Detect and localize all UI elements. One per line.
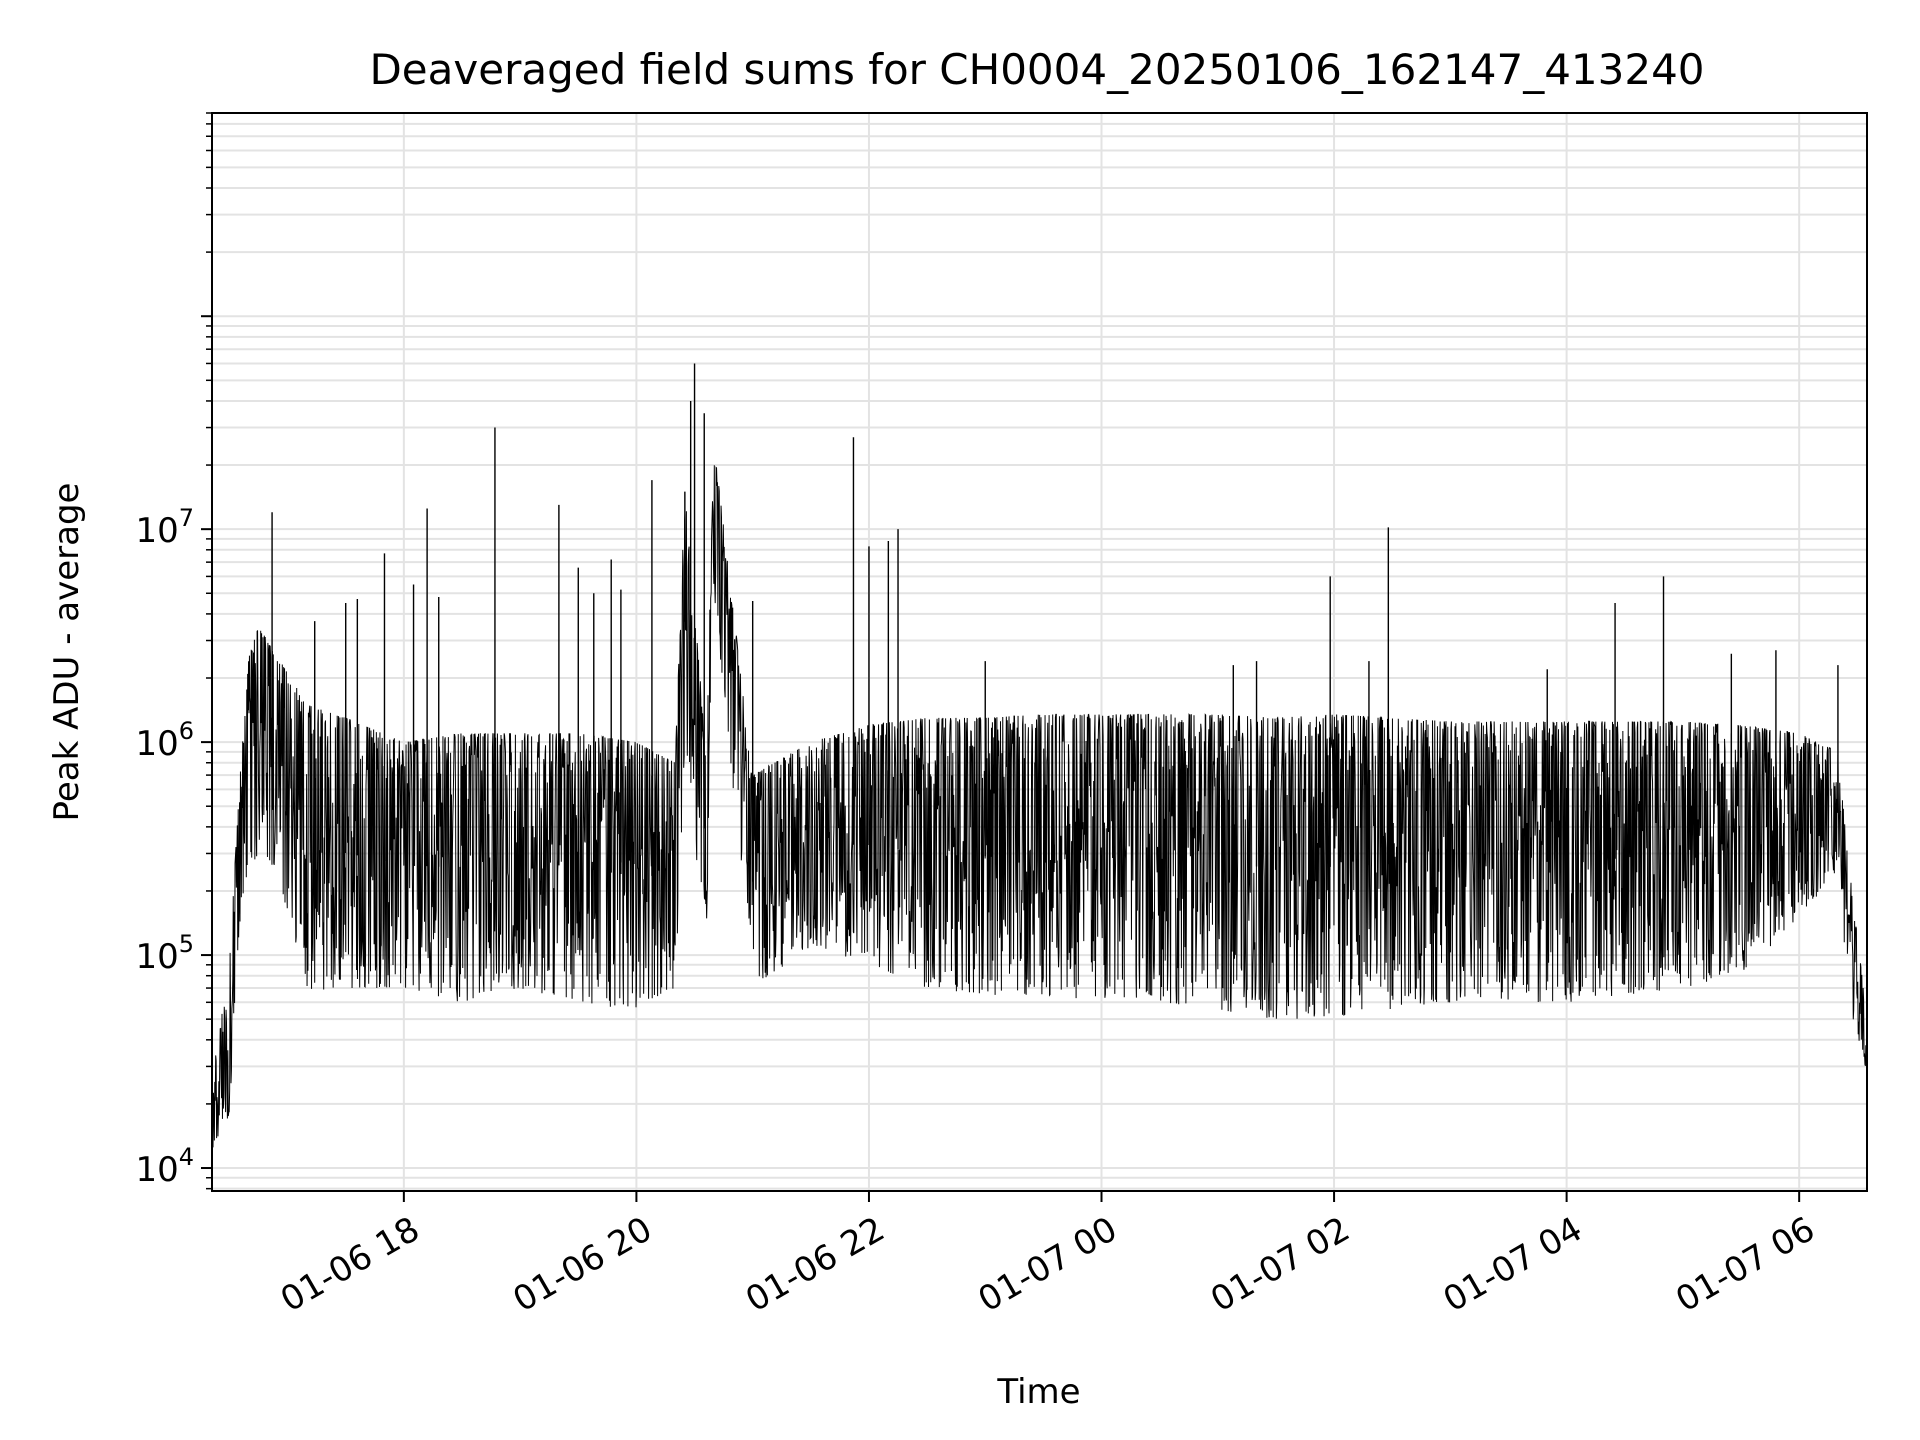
x-axis-label: Time bbox=[996, 1372, 1080, 1412]
y-tick-exponent: 5 bbox=[179, 930, 194, 958]
y-tick-base: 10 bbox=[135, 724, 178, 764]
y-tick-base: 10 bbox=[135, 1150, 178, 1190]
y-tick-label: 104 bbox=[135, 1143, 194, 1190]
series bbox=[212, 363, 1867, 1148]
y-tick-exponent: 4 bbox=[179, 1143, 194, 1171]
grid bbox=[212, 112, 1867, 1191]
y-tick-exponent: 6 bbox=[179, 717, 194, 745]
y-tick-label: 105 bbox=[135, 930, 194, 977]
y-axis-label: Peak ADU - average bbox=[47, 483, 87, 822]
chart-title: Deaveraged field sums for CH0004_2025010… bbox=[369, 45, 1704, 94]
y-tick-exponent: 7 bbox=[179, 504, 194, 532]
y-tick-base: 10 bbox=[135, 937, 178, 977]
data-line bbox=[212, 465, 1867, 1148]
y-tick-base: 10 bbox=[135, 511, 178, 551]
plot-frame bbox=[211, 112, 1868, 1192]
y-tick-label: 107 bbox=[135, 504, 194, 551]
y-tick-label: 106 bbox=[135, 717, 194, 764]
